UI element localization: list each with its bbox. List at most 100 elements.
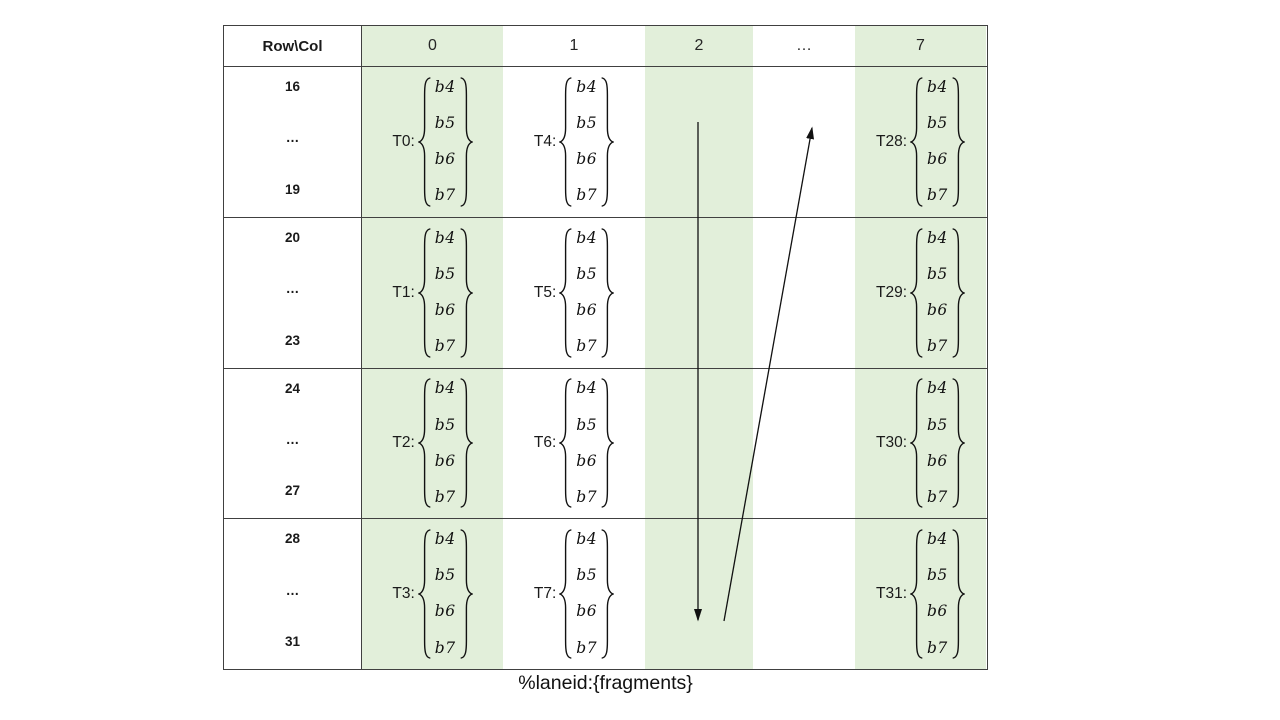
- fragment-value: b7: [576, 337, 598, 356]
- fragment-value: b6: [927, 300, 948, 319]
- fragment-value: b7: [434, 337, 456, 356]
- thread-fragment: T7: b4 b5 b6 b7: [533, 528, 615, 660]
- open-brace-icon: [559, 378, 572, 509]
- fragment-value: b4: [576, 228, 598, 247]
- open-brace-icon: [559, 529, 572, 659]
- fragment-cell: T30: b4 b5 b6 b7: [855, 369, 986, 519]
- fragment-value: b4: [434, 228, 456, 247]
- fragment-values: b4 b5 b6 b7: [926, 380, 949, 506]
- open-brace-icon: [910, 529, 923, 659]
- thread-fragment: T5: b4 b5 b6 b7: [533, 227, 615, 359]
- fragment-value: b7: [576, 487, 598, 506]
- row-label-cell: 16 … 19: [224, 67, 362, 217]
- row-label-cell: 20 … 23: [224, 217, 362, 368]
- fragment-value: b5: [927, 264, 948, 283]
- fragment-cell: [753, 67, 855, 217]
- close-brace-icon: [601, 77, 615, 207]
- fragment-value: b6: [927, 602, 948, 621]
- thread-label: T0:: [392, 132, 415, 150]
- fragment-values: b4 b5 b6 b7: [926, 230, 949, 356]
- fragment-cell: T29: b4 b5 b6 b7: [855, 218, 986, 368]
- thread-label: T31:: [875, 585, 907, 603]
- row-label: 20: [284, 229, 301, 245]
- fragment-value: b7: [434, 186, 456, 205]
- fragment-value: b5: [434, 415, 456, 434]
- close-brace-icon: [460, 378, 473, 509]
- thread-label: T28:: [875, 132, 907, 150]
- fragment-table: Row\Col 0 1 2… 7 16… 19 T0: b4 b5 b6 b7 T4: b4 b5 b6 b7 T…: [223, 25, 988, 670]
- fragment-cell: T28: b4 b5 b6 b7: [855, 67, 986, 217]
- thread-label: T6:: [533, 434, 557, 452]
- fragment-values: b4 b5 b6 b7: [575, 531, 598, 657]
- fragment-value: b5: [927, 114, 948, 133]
- fragment-value: b5: [576, 114, 598, 133]
- header-row: Row\Col 0 1 2 … 7: [224, 26, 987, 67]
- fragment-value: b4: [927, 530, 948, 549]
- fragment-cell: T31: b4 b5 b6 b7: [855, 519, 986, 669]
- thread-label: T30:: [875, 434, 907, 452]
- thread-label: T29:: [875, 283, 907, 301]
- fragment-value: b6: [434, 451, 456, 470]
- fragment-value: b4: [434, 379, 456, 398]
- fragment-value: b4: [434, 530, 456, 549]
- fragment-cell: T4: b4 b5 b6 b7: [503, 67, 645, 217]
- fragment-cell: [753, 519, 855, 669]
- thread-fragment: T0: b4 b5 b6 b7: [392, 76, 473, 208]
- fragment-value: b5: [434, 566, 456, 585]
- table-row-group: 16 … 19 T0: b4 b5 b6 b7 T4: b4 b5 b6 b7 T28: b4 b5 b6 b7: [224, 67, 987, 218]
- fragment-values: b4 b5 b6 b7: [926, 79, 949, 205]
- fragment-cell: T7: b4 b5 b6 b7: [503, 519, 645, 669]
- fragment-value: b7: [927, 638, 948, 657]
- fragment-value: b4: [576, 77, 598, 96]
- fragment-value: b6: [434, 300, 456, 319]
- fragment-value: b6: [927, 150, 948, 169]
- open-brace-icon: [910, 227, 923, 358]
- fragment-values: b4 b5 b6 b7: [434, 230, 457, 356]
- row-label: 24: [284, 380, 301, 396]
- open-brace-icon: [417, 77, 431, 207]
- fragment-value: b5: [434, 114, 456, 133]
- fragment-value: b5: [927, 415, 948, 434]
- fragment-values: b4 b5 b6 b7: [926, 531, 949, 657]
- column-header-3: …: [796, 37, 812, 54]
- fragment-value: b5: [434, 264, 456, 283]
- open-brace-icon: [910, 378, 923, 509]
- thread-label: T3:: [392, 585, 415, 603]
- close-brace-icon: [952, 529, 965, 659]
- open-brace-icon: [417, 378, 431, 509]
- thread-label: T7:: [533, 585, 557, 603]
- fragment-cell: T0: b4 b5 b6 b7: [362, 67, 503, 217]
- row-label: …: [285, 130, 300, 146]
- table-row-group: 28 … 31 T3: b4 b5 b6 b7 T7: b4 b5 b6 b7 T31: b4 b5 b6 b7: [224, 519, 987, 669]
- open-brace-icon: [559, 77, 572, 207]
- open-brace-icon: [417, 529, 431, 659]
- table-row-group: 24 … 27 T2: b4 b5 b6 b7 T6: b4 b5 b6 b7 T30: b4 b5 b6 b7: [224, 368, 987, 520]
- fragment-values: b4 b5 b6 b7: [575, 79, 598, 205]
- column-header-2: 2: [694, 37, 704, 54]
- thread-fragment: T29: b4 b5 b6 b7: [876, 227, 965, 359]
- fragment-value: b7: [927, 337, 948, 356]
- fragment-value: b4: [927, 379, 948, 398]
- fragment-value: b5: [576, 566, 598, 585]
- column-header-4: 7: [915, 37, 925, 54]
- fragment-cell: [645, 67, 753, 217]
- column-header-1: 1: [569, 37, 579, 54]
- close-brace-icon: [460, 529, 473, 659]
- fragment-value: b4: [927, 228, 948, 247]
- fragment-cell: T2: b4 b5 b6 b7: [362, 369, 503, 519]
- close-brace-icon: [952, 227, 965, 358]
- fragment-cell: [753, 369, 855, 519]
- close-brace-icon: [460, 227, 473, 358]
- thread-label: T5:: [533, 283, 557, 301]
- thread-label: T2:: [392, 434, 415, 452]
- close-brace-icon: [601, 227, 615, 358]
- caption: %laneid:{fragments}: [518, 672, 693, 694]
- row-label: 23: [284, 332, 301, 348]
- row-label: 31: [284, 634, 301, 649]
- fragment-value: b4: [576, 530, 598, 549]
- row-label: 19: [284, 181, 301, 197]
- fragment-value: b6: [576, 602, 598, 621]
- thread-fragment: T6: b4 b5 b6 b7: [533, 377, 615, 509]
- corner-header: Row\Col: [224, 26, 362, 66]
- close-brace-icon: [601, 378, 615, 509]
